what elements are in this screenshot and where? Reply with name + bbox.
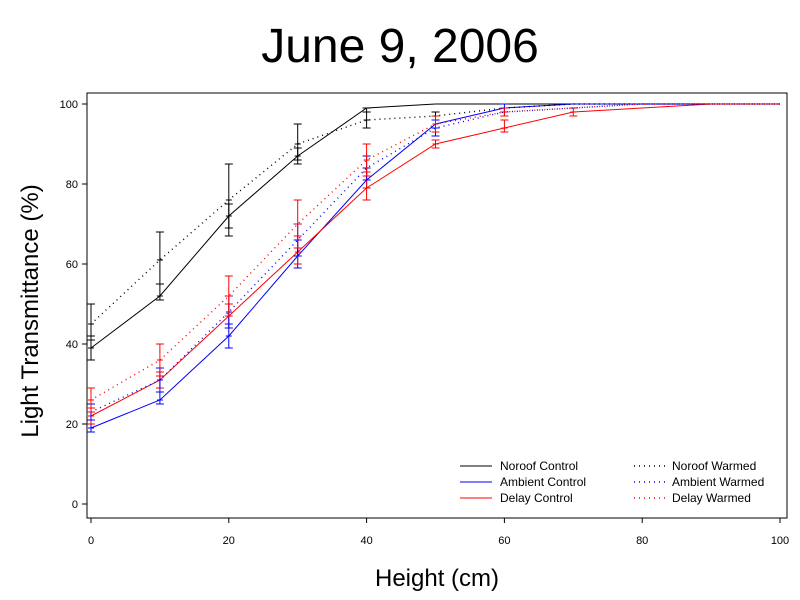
- error-bar: [293, 199, 302, 249]
- error-bar: [155, 231, 164, 285]
- legend-label: Delay Control: [500, 491, 573, 505]
- legend-item: Ambient Control: [460, 475, 586, 489]
- error-bar: [431, 115, 440, 133]
- y-tick-label: 20: [66, 419, 78, 431]
- y-tick-label: 100: [60, 99, 78, 111]
- legend-label: Noroof Control: [500, 459, 578, 473]
- error-bar: [224, 275, 233, 317]
- legend-item: Noroof Control: [460, 459, 578, 473]
- chart-title: June 9, 2006: [261, 20, 539, 73]
- error-bar: [155, 343, 164, 377]
- error-bar: [293, 123, 302, 161]
- plot-area-frame: [86, 92, 788, 519]
- x-tick-label: 80: [636, 535, 648, 547]
- x-axis-label: Height (cm): [375, 565, 499, 592]
- series-delay-control: [87, 103, 780, 425]
- error-bar: [362, 111, 371, 129]
- series-noroof-warmed: [87, 103, 780, 341]
- series-line-ambient-control: [90, 103, 780, 429]
- series-noroof-control: [87, 103, 780, 361]
- error-bar: [87, 387, 95, 413]
- series-group: [87, 103, 780, 433]
- x-tick-label: 40: [360, 535, 372, 547]
- series-delay-warmed: [87, 103, 780, 413]
- x-tick-label: 100: [771, 535, 789, 547]
- legend-item: Noroof Warmed: [634, 459, 756, 473]
- series-line-delay-control: [90, 103, 780, 417]
- series-ambient-control: [87, 103, 780, 433]
- series-ambient-warmed: [87, 103, 780, 421]
- axes: 0 20 40 60 80 100 0 20 40 60 80 100: [60, 99, 790, 547]
- legend-label: Ambient Control: [500, 475, 586, 489]
- y-tick-label: 0: [72, 499, 78, 511]
- legend-item: Delay Control: [460, 491, 573, 505]
- x-tick-label: 60: [498, 535, 510, 547]
- series-line-noroof-warmed: [90, 103, 780, 325]
- y-tick-label: 80: [66, 179, 78, 191]
- legend-label: Noroof Warmed: [672, 459, 756, 473]
- error-bar: [569, 107, 578, 117]
- error-bar: [224, 163, 233, 237]
- y-axis-label: Light Transmittance (%): [17, 184, 44, 437]
- legend: Noroof Control Ambient Control Delay Contr…: [460, 459, 764, 505]
- y-tick-label: 60: [66, 259, 78, 271]
- legend-item: Ambient Warmed: [634, 475, 764, 489]
- x-tick-label: 0: [88, 535, 94, 547]
- legend-item: Delay Warmed: [634, 491, 751, 505]
- series-line-ambient-warmed: [90, 103, 780, 413]
- error-bar: [87, 303, 95, 341]
- error-bar: [431, 139, 440, 149]
- error-bar: [362, 143, 371, 177]
- error-bar: [500, 107, 509, 117]
- y-tick-label: 40: [66, 339, 78, 351]
- legend-label: Ambient Warmed: [672, 475, 764, 489]
- error-bar: [500, 119, 509, 133]
- legend-label: Delay Warmed: [672, 491, 751, 505]
- error-bar: [87, 423, 95, 433]
- x-tick-label: 20: [223, 535, 235, 547]
